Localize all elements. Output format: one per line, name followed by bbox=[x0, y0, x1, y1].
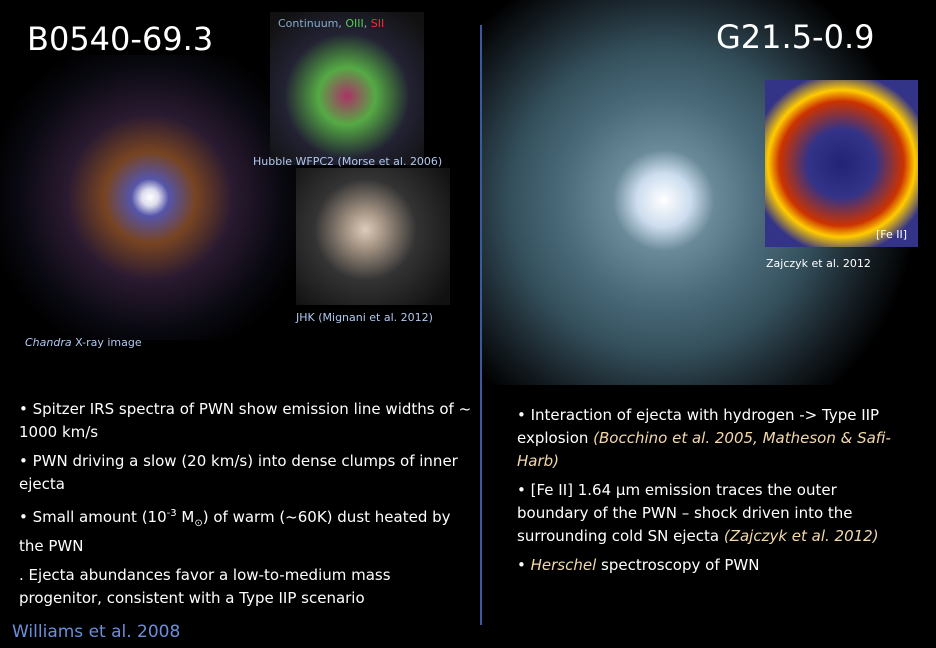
bullet-list: • Interaction of ejecta with hydrogen ->… bbox=[517, 404, 907, 577]
text: Herschel bbox=[530, 556, 597, 574]
text: M bbox=[176, 508, 195, 526]
caption: Hubble WFPC2 (Morse et al. 2006) bbox=[253, 155, 443, 168]
text: ⊙ bbox=[194, 518, 203, 529]
jhk-inset bbox=[296, 168, 450, 305]
caption-part: X-ray image bbox=[71, 336, 142, 349]
text: • Small amount (10 bbox=[19, 508, 167, 526]
reference: Williams et al. 2008 bbox=[12, 622, 181, 642]
divider bbox=[480, 25, 482, 625]
feii-inset bbox=[765, 80, 918, 247]
text: • Spitzer IRS spectra of PWN show emissi… bbox=[19, 400, 472, 441]
text: Ejecta abundances favor a low-to-medium … bbox=[19, 566, 391, 607]
bullet: • Herschel spectroscopy of PWN bbox=[517, 554, 907, 577]
caption: Continuum, OIII, SII bbox=[278, 17, 384, 30]
caption-part: OIII bbox=[345, 17, 364, 30]
bullet-list: • Spitzer IRS spectra of PWN show emissi… bbox=[19, 398, 474, 610]
text: ) of warm (~60K) dust heated by the PWN bbox=[19, 508, 451, 555]
caption-part: SII bbox=[370, 17, 385, 30]
caption: JHK (Mignani et al. 2012) bbox=[296, 311, 433, 324]
caption-part: Continuum, bbox=[278, 17, 346, 30]
title: B0540-69.3 bbox=[27, 20, 214, 58]
text: • [Fe II] 1.64 µm emission traces the ou… bbox=[517, 481, 853, 545]
xray-image bbox=[0, 55, 300, 340]
text: • PWN driving a slow (20 km/s) into dens… bbox=[19, 452, 458, 493]
text: spectroscopy of PWN bbox=[596, 556, 760, 574]
inset-label: [Fe II] bbox=[876, 228, 908, 241]
text: -3 bbox=[166, 508, 177, 519]
bullet: • Small amount (10-3 M⊙) of warm (~60K) … bbox=[19, 502, 474, 558]
text: . bbox=[19, 566, 29, 584]
text: (Bocchino et al. 2005, Matheson & Safi-H… bbox=[517, 429, 891, 470]
bullet: • Interaction of ejecta with hydrogen ->… bbox=[517, 404, 907, 473]
caption: Chandra X-ray image bbox=[25, 336, 142, 349]
bullet: • PWN driving a slow (20 km/s) into dens… bbox=[19, 450, 474, 496]
text: • Interaction of ejecta with hydrogen ->… bbox=[517, 406, 880, 447]
hubble-inset bbox=[270, 12, 424, 165]
caption-part: , bbox=[363, 17, 371, 30]
bullet: . Ejecta abundances favor a low-to-mediu… bbox=[19, 564, 474, 610]
bullet: • [Fe II] 1.64 µm emission traces the ou… bbox=[517, 479, 907, 548]
caption: Zajczyk et al. 2012 bbox=[766, 257, 871, 270]
caption-part: Chandra bbox=[25, 336, 72, 349]
bullet: • Spitzer IRS spectra of PWN show emissi… bbox=[19, 398, 474, 444]
text: (Zajczyk et al. 2012) bbox=[723, 527, 879, 545]
title: G21.5-0.9 bbox=[716, 18, 875, 56]
text: • bbox=[517, 556, 531, 574]
